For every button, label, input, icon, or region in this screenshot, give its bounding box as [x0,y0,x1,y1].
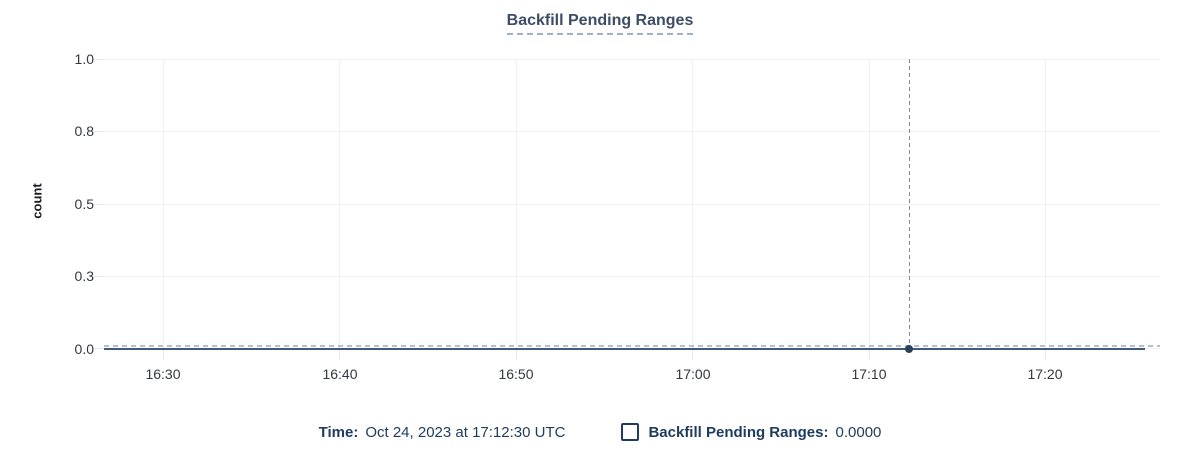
y-tick-label: 0.0 [74,341,94,357]
x-tick-label: 17:00 [675,366,711,382]
y-tick-label: 0.8 [74,123,94,139]
x-tick-label: 16:30 [145,366,181,382]
gridline-vertical [1045,59,1046,349]
x-tick-mark [869,350,870,360]
y-tick-mark [94,59,104,60]
legend-series-value: 0.0000 [835,423,882,441]
legend-series-group: Backfill Pending Ranges: 0.0000 [621,423,881,441]
x-tick-mark [163,350,164,360]
x-tick-label: 16:40 [322,366,358,382]
data-point-marker [905,345,913,353]
gridline-vertical [163,59,164,349]
x-tick-mark [1045,350,1046,360]
legend-series-label: Backfill Pending Ranges: [648,423,829,441]
series-line-backfill-pending-ranges [104,348,1145,350]
x-tick-label: 17:20 [1027,366,1063,382]
x-tick-mark [339,350,340,360]
legend: Time: Oct 24, 2023 at 17:12:30 UTC Backf… [0,423,1200,441]
chart-title[interactable]: Backfill Pending Ranges [506,12,694,35]
crosshair-line [909,59,910,349]
y-tick-mark [94,204,104,205]
legend-time-value: Oct 24, 2023 at 17:12:30 UTC [365,423,566,441]
zero-dashed-line [104,345,1160,347]
x-tick-mark [692,350,693,360]
y-tick-label: 0.5 [74,196,94,212]
gridline-horizontal [104,131,1160,132]
y-tick-mark [94,348,104,349]
y-tick-label: 1.0 [74,51,94,67]
y-tick-mark [94,276,104,277]
x-tick-label: 16:50 [498,366,534,382]
gridline-vertical [869,59,870,349]
plot-area[interactable] [94,59,1160,360]
y-tick-label: 0.3 [74,268,94,284]
gridline-horizontal [104,276,1160,277]
x-tick-label: 17:10 [851,366,887,382]
legend-time-group: Time: Oct 24, 2023 at 17:12:30 UTC [319,424,566,441]
gridline-vertical [692,59,693,349]
chart-title-row: Backfill Pending Ranges [0,12,1200,35]
gridline-horizontal [104,204,1160,205]
gridline-vertical [516,59,517,349]
gridline-horizontal [104,59,1160,60]
series-visibility-checkbox[interactable] [621,423,640,441]
x-tick-mark [516,350,517,360]
gridline-vertical [339,59,340,349]
legend-time-label: Time: [318,423,359,441]
y-tick-mark [94,131,104,132]
